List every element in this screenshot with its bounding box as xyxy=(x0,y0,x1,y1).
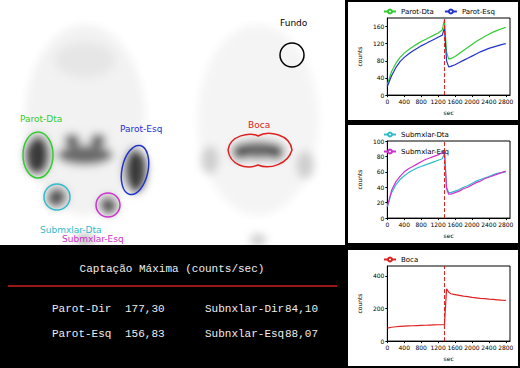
svg-text:400: 400 xyxy=(399,221,411,228)
svg-text:100: 100 xyxy=(373,138,385,145)
svg-text:2400: 2400 xyxy=(481,221,496,228)
svg-text:2800: 2800 xyxy=(498,344,513,351)
svg-text:1200: 1200 xyxy=(430,98,445,105)
svg-text:2400: 2400 xyxy=(481,98,496,105)
svg-text:sec: sec xyxy=(444,232,454,239)
svg-text:counts: counts xyxy=(356,47,363,67)
svg-text:1600: 1600 xyxy=(447,344,462,351)
svg-text:160: 160 xyxy=(373,23,385,30)
svg-text:200: 200 xyxy=(373,305,385,312)
svg-text:88,07: 88,07 xyxy=(285,328,318,340)
svg-text:Subnxlar-Esq: Subnxlar-Esq xyxy=(205,328,284,340)
svg-text:2000: 2000 xyxy=(464,344,479,351)
svg-text:0: 0 xyxy=(385,221,389,228)
svg-text:2400: 2400 xyxy=(481,344,496,351)
svg-text:120: 120 xyxy=(373,40,385,47)
svg-text:400: 400 xyxy=(399,98,411,105)
svg-text:1600: 1600 xyxy=(447,221,462,228)
svg-text:800: 800 xyxy=(415,221,427,228)
svg-text:Boca: Boca xyxy=(248,120,270,130)
svg-text:40: 40 xyxy=(377,184,385,191)
svg-text:Fundo: Fundo xyxy=(280,18,308,28)
svg-text:Boca: Boca xyxy=(401,256,418,264)
svg-text:Submxlar-Esq: Submxlar-Esq xyxy=(401,148,449,156)
svg-text:177,30: 177,30 xyxy=(125,303,165,315)
svg-text:800: 800 xyxy=(415,98,427,105)
svg-text:Parot-Esq: Parot-Esq xyxy=(120,124,162,134)
svg-text:2800: 2800 xyxy=(498,98,513,105)
svg-text:Submxlar-Dta: Submxlar-Dta xyxy=(40,225,102,235)
svg-text:Parot-Dir: Parot-Dir xyxy=(52,303,111,315)
svg-text:80: 80 xyxy=(377,153,385,160)
svg-text:1200: 1200 xyxy=(430,221,445,228)
svg-text:Parot-Esq: Parot-Esq xyxy=(462,8,495,16)
svg-text:0: 0 xyxy=(381,92,385,99)
svg-text:counts: counts xyxy=(356,294,363,314)
svg-text:Parot-Dta: Parot-Dta xyxy=(401,8,434,16)
svg-text:Submxlar-Esq: Submxlar-Esq xyxy=(62,234,124,244)
svg-text:2000: 2000 xyxy=(464,98,479,105)
svg-text:2000: 2000 xyxy=(464,221,479,228)
svg-text:156,83: 156,83 xyxy=(125,328,165,340)
svg-text:400: 400 xyxy=(399,344,411,351)
svg-text:400: 400 xyxy=(373,272,385,279)
svg-text:0: 0 xyxy=(381,338,385,345)
svg-text:Subnxlar-Dir: Subnxlar-Dir xyxy=(205,303,284,315)
svg-text:2800: 2800 xyxy=(498,221,513,228)
svg-text:40: 40 xyxy=(377,74,385,81)
svg-text:80: 80 xyxy=(377,57,385,64)
svg-text:800: 800 xyxy=(415,344,427,351)
svg-text:Captação Máxima (counts/sec): Captação Máxima (counts/sec) xyxy=(80,263,265,275)
svg-text:sec: sec xyxy=(444,109,454,116)
svg-text:0: 0 xyxy=(385,344,389,351)
svg-text:1200: 1200 xyxy=(430,344,445,351)
svg-text:Parot-Dta: Parot-Dta xyxy=(20,114,62,124)
svg-text:sec: sec xyxy=(444,355,454,362)
svg-text:20: 20 xyxy=(377,199,385,206)
svg-text:counts: counts xyxy=(356,170,363,190)
svg-text:Submxlar-Dta: Submxlar-Dta xyxy=(401,131,449,139)
svg-text:60: 60 xyxy=(377,168,385,175)
svg-text:84,10: 84,10 xyxy=(285,303,318,315)
svg-text:1600: 1600 xyxy=(447,98,462,105)
svg-text:0: 0 xyxy=(385,98,389,105)
svg-text:Parot-Esq: Parot-Esq xyxy=(52,328,111,340)
svg-text:0: 0 xyxy=(381,215,385,222)
